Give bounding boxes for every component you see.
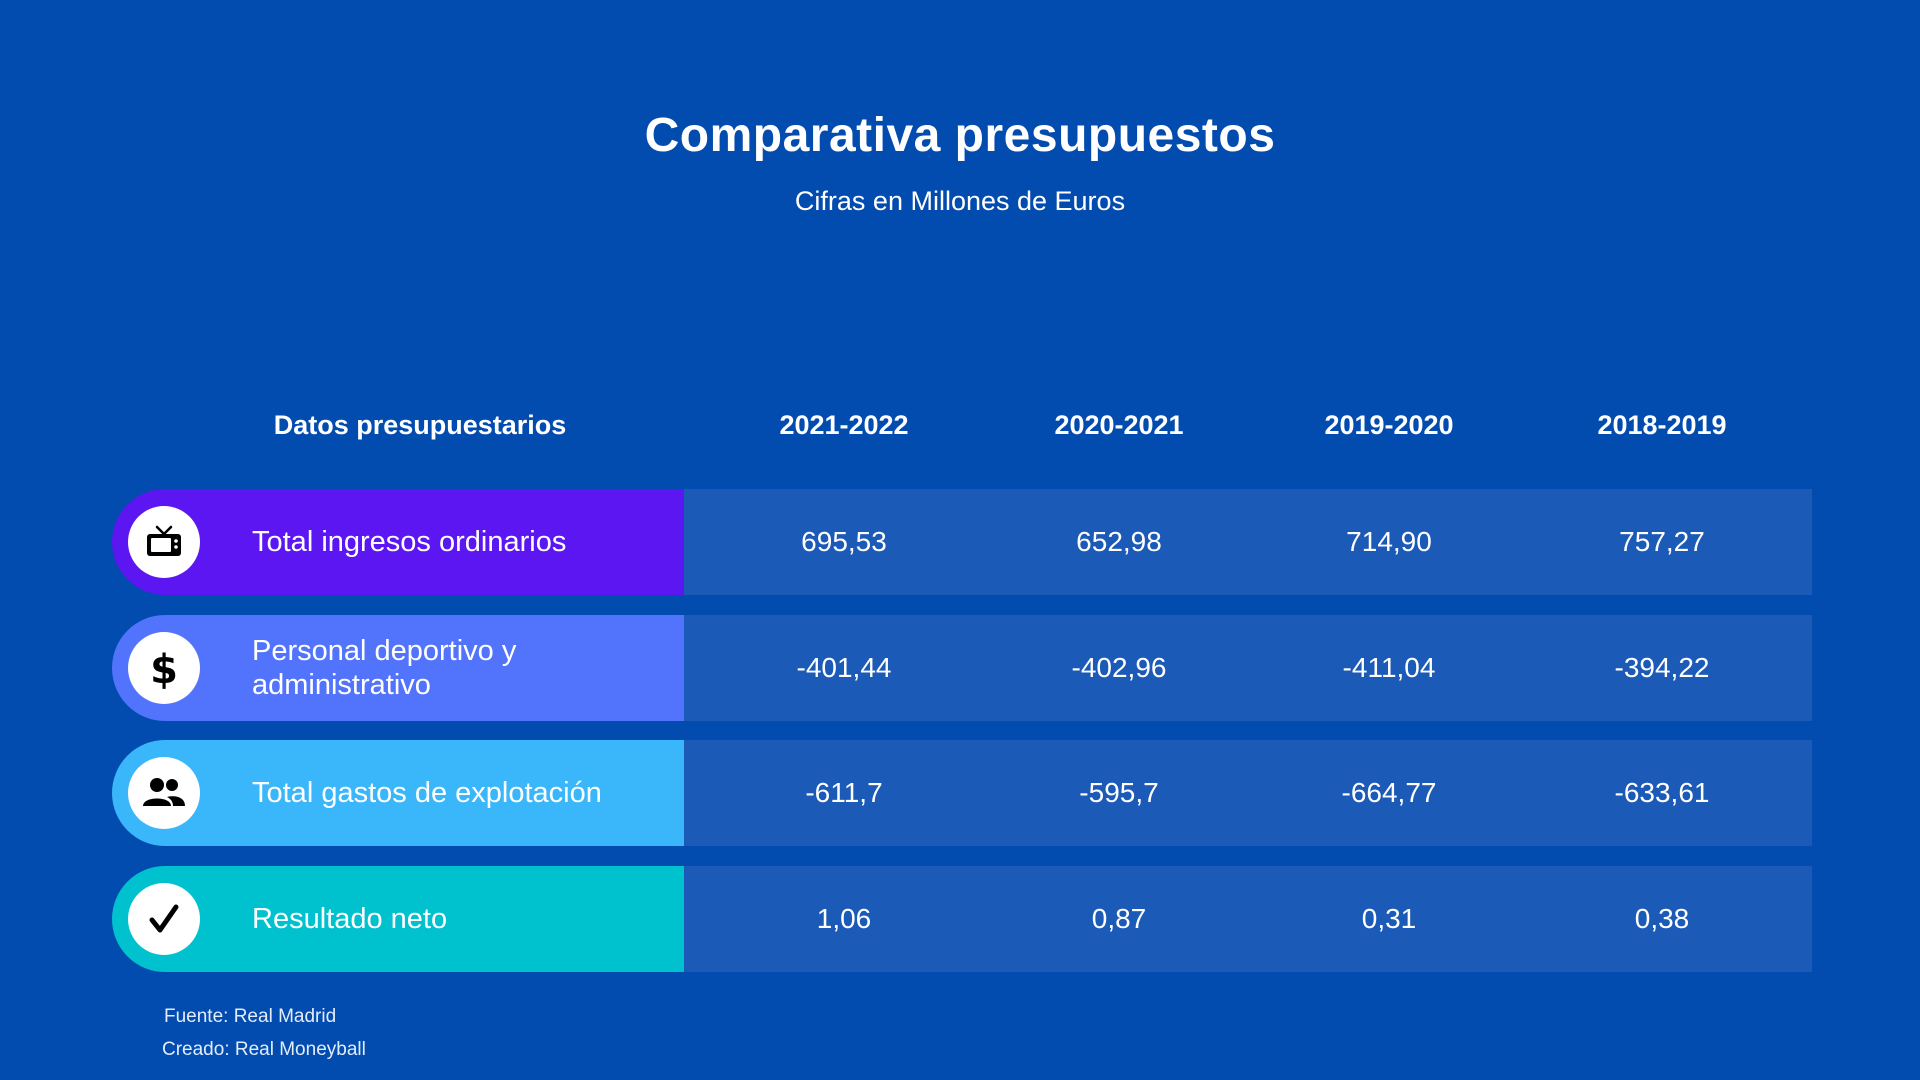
cell-value: 652,98 <box>1076 526 1162 557</box>
dollar-icon: $ <box>128 632 200 704</box>
checkmark-icon <box>128 883 200 955</box>
row-values-band <box>684 489 1812 595</box>
row-values-band <box>684 615 1812 721</box>
column-header-2020-2021: 2020-2021 <box>1054 410 1184 440</box>
page-subtitle: Cifras en Millones de Euros <box>794 186 1126 216</box>
row-label-band <box>112 489 684 595</box>
table-row: Resultado neto 1,06 0,87 0,31 0,38 <box>112 866 1812 972</box>
cell-value: 714,90 <box>1346 526 1432 557</box>
row-label: Total gastos de explotación <box>252 777 602 809</box>
row-values-band <box>684 866 1812 972</box>
column-header-label: Datos presupuestarios <box>273 410 567 440</box>
cell-value: -401,44 <box>796 652 892 683</box>
cell-value: 0,38 <box>1634 903 1690 934</box>
cell-value: 1,06 <box>816 903 872 934</box>
row-values-band <box>684 740 1812 846</box>
table-row: Total ingresos ordinarios 695,53 652,98 … <box>112 489 1812 595</box>
svg-text:$: $ <box>150 647 178 690</box>
cell-value: -402,96 <box>1071 652 1167 683</box>
table-row: $ Personal deportivo y administrativo -4… <box>112 615 1812 721</box>
table-row: Total gastos de explotación -611,7 -595,… <box>112 740 1812 846</box>
column-header-2018-2019: 2018-2019 <box>1597 410 1727 440</box>
tv-icon <box>128 506 200 578</box>
row-label: Personal deportivo y administrativo <box>252 635 517 701</box>
cell-value: 757,27 <box>1619 526 1705 557</box>
row-label: Total ingresos ordinarios <box>252 526 567 558</box>
credit-note: Creado: Real Moneyball <box>162 1039 366 1060</box>
row-label-band <box>112 615 684 721</box>
cell-value: 695,53 <box>801 526 887 557</box>
cell-value: -411,04 <box>1342 652 1436 683</box>
cell-value: -595,7 <box>1079 777 1159 808</box>
row-label-band <box>112 866 684 972</box>
row-label: Resultado neto <box>252 903 448 935</box>
source-note: Fuente: Real Madrid <box>164 1006 337 1027</box>
cell-value: -633,61 <box>1614 777 1710 808</box>
people-icon <box>128 757 200 829</box>
cell-value: -611,7 <box>805 777 883 808</box>
cell-value: -664,77 <box>1341 777 1437 808</box>
cell-value: -394,22 <box>1614 652 1710 683</box>
column-header-2021-2022: 2021-2022 <box>779 410 909 440</box>
column-header-2019-2020: 2019-2020 <box>1324 410 1454 440</box>
row-label-band <box>112 740 684 846</box>
cell-value: 0,87 <box>1091 903 1147 934</box>
cell-value: 0,31 <box>1361 903 1417 934</box>
page-title: Comparativa presupuestos <box>644 109 1276 162</box>
